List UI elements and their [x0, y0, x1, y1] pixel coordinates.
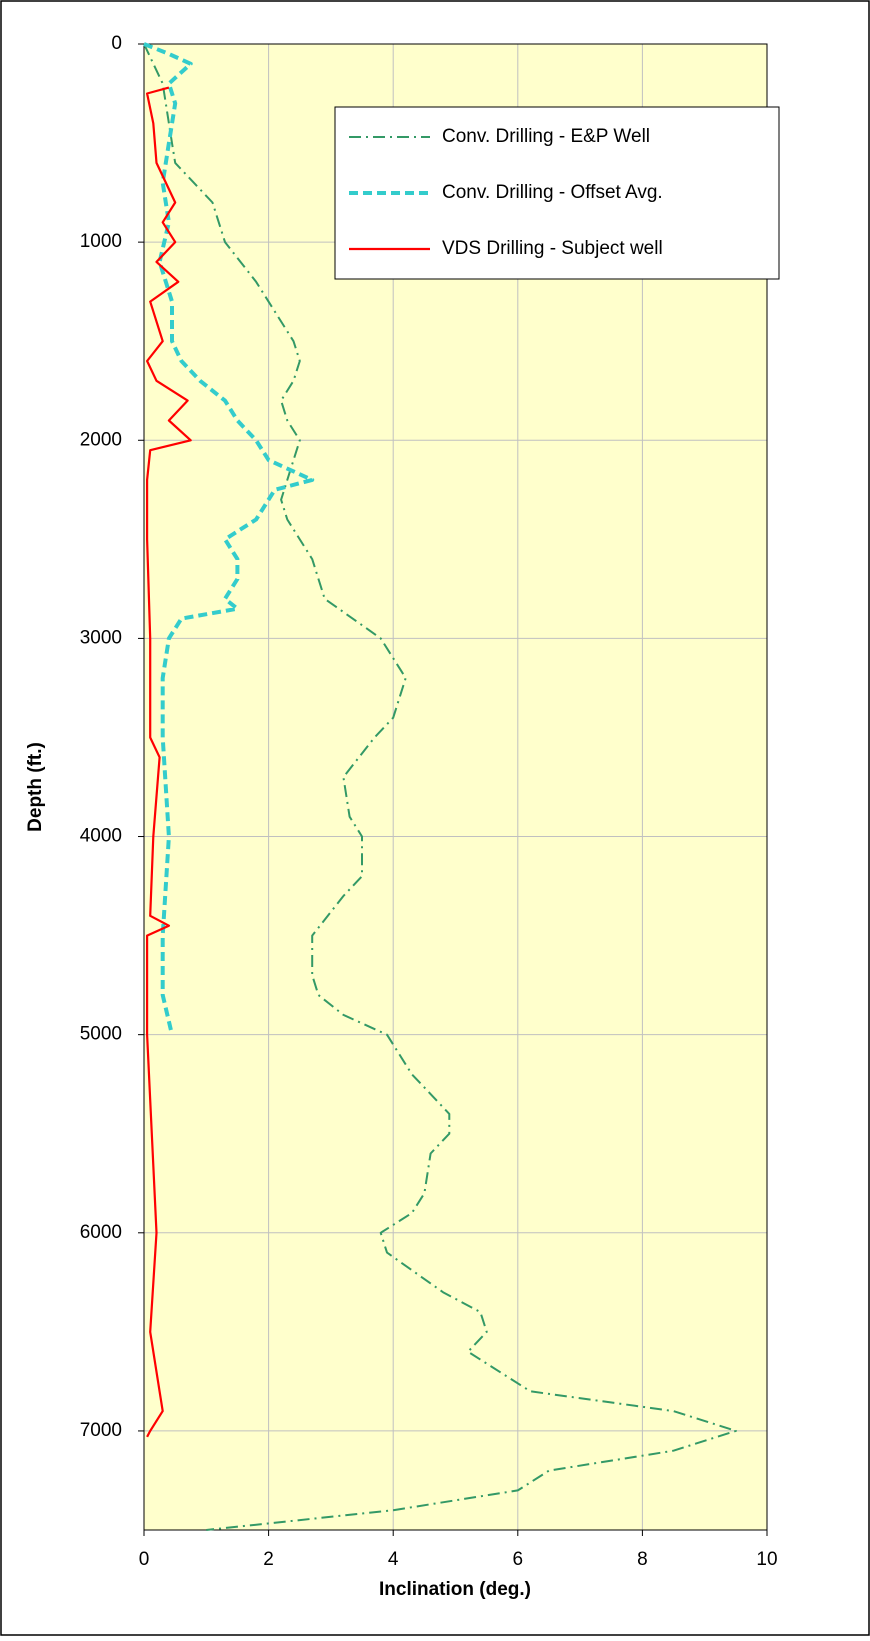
- x-tick-label: 10: [756, 1549, 777, 1570]
- y-tick-label: 5000: [80, 1024, 122, 1045]
- y-axis-title: Depth (ft.): [25, 742, 46, 832]
- x-axis-title: Inclination (deg.): [379, 1579, 531, 1600]
- plot-border: [143, 43, 768, 1531]
- x-tick-label: 0: [139, 1549, 150, 1570]
- x-tick-label: 4: [388, 1549, 399, 1570]
- y-tick-label: 7000: [80, 1420, 122, 1441]
- y-tick-label: 2000: [80, 429, 122, 450]
- series-line: [143, 42, 315, 1036]
- y-tick-label: 0: [111, 33, 122, 54]
- plot-area: [144, 44, 767, 1530]
- series-line: [143, 43, 737, 1531]
- legend-label: VDS Drilling - Subject well: [442, 238, 663, 259]
- y-tick-label: 3000: [80, 627, 122, 648]
- x-tick-label: 2: [263, 1549, 274, 1570]
- series-line: [146, 86, 192, 1438]
- x-tick-label: 8: [637, 1549, 648, 1570]
- y-tick-label: 1000: [80, 231, 122, 252]
- y-tick-label: 6000: [80, 1222, 122, 1243]
- x-tick-label: 6: [513, 1549, 524, 1570]
- y-tick-label: 4000: [80, 826, 122, 847]
- legend-label: Conv. Drilling - E&P Well: [442, 126, 650, 147]
- legend-label: Conv. Drilling - Offset Avg.: [442, 182, 663, 203]
